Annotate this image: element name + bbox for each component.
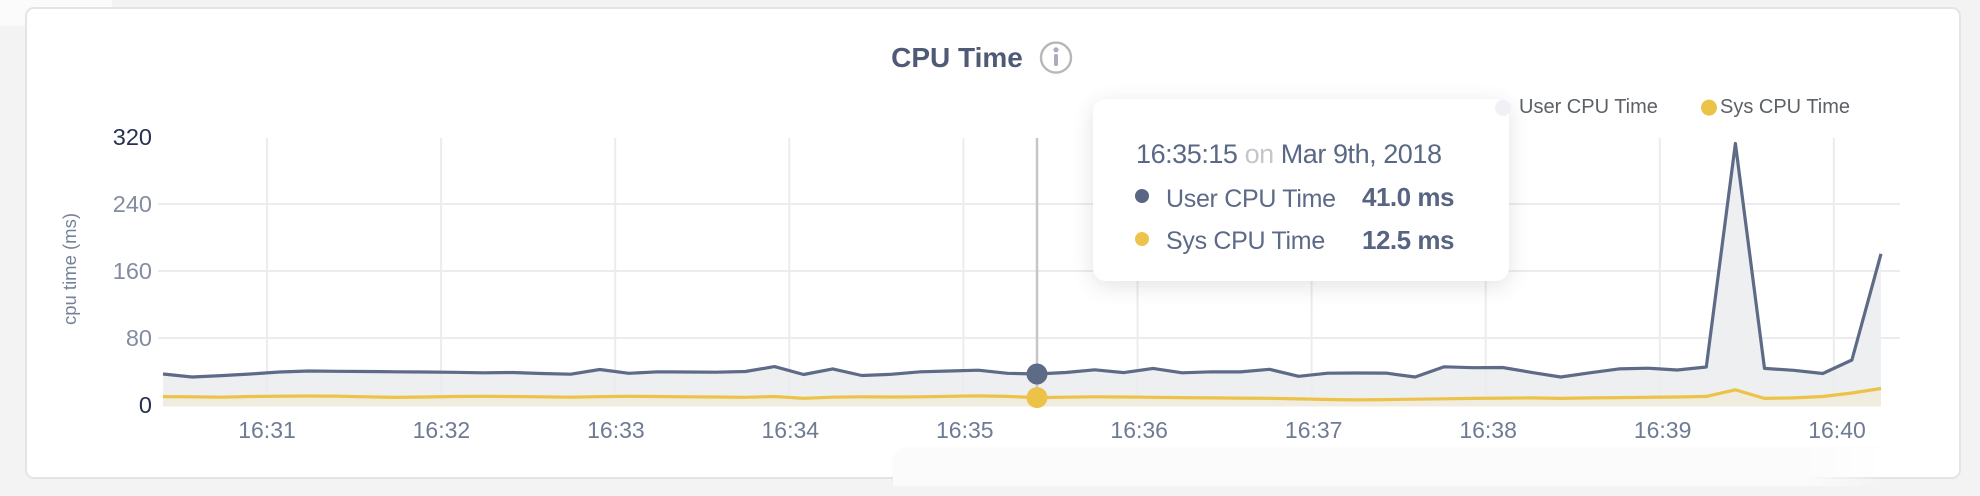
- svg-text:16:34: 16:34: [762, 417, 820, 443]
- svg-text:80: 80: [126, 325, 152, 351]
- svg-text:16:31: 16:31: [238, 417, 296, 443]
- svg-text:16:32: 16:32: [413, 417, 471, 443]
- svg-text:16:40: 16:40: [1808, 417, 1866, 443]
- svg-text:160: 160: [113, 258, 152, 284]
- svg-text:320: 320: [113, 124, 152, 150]
- svg-text:16:36: 16:36: [1110, 417, 1168, 443]
- svg-text:16:39: 16:39: [1634, 417, 1692, 443]
- svg-text:16:37: 16:37: [1285, 417, 1343, 443]
- svg-text:0: 0: [139, 392, 152, 418]
- svg-text:16:35: 16:35: [936, 417, 994, 443]
- svg-text:cpu time (ms): cpu time (ms): [59, 213, 80, 325]
- svg-text:16:38: 16:38: [1459, 417, 1517, 443]
- svg-text:240: 240: [113, 191, 152, 217]
- svg-text:16:33: 16:33: [587, 417, 645, 443]
